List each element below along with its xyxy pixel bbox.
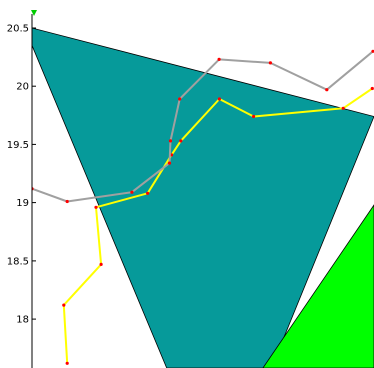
series-0-point-9: [341, 106, 345, 110]
series-1-point-4: [168, 139, 173, 143]
y-axis-ticks: 18 18.5 19 19.5 20 20.5: [7, 24, 36, 326]
series-1-point-2: [130, 190, 134, 194]
top-marker-icon: [31, 10, 37, 16]
y-tick-label: 18.5: [7, 256, 29, 267]
series-1-point-9: [371, 49, 374, 53]
series-1-point-6: [217, 57, 221, 62]
series-1: [32, 49, 374, 204]
series-0-point-2: [99, 262, 103, 266]
series-0-point-0: [65, 361, 69, 365]
series-layer: [32, 49, 374, 365]
series-0-point-7: [217, 97, 221, 101]
series-0-point-1: [62, 303, 66, 307]
y-tick-label: 19: [16, 198, 29, 209]
series-1-point-5: [178, 97, 182, 101]
series-1-point-1: [65, 199, 69, 204]
series-1-point-8: [325, 88, 329, 92]
series-0-point-10: [370, 86, 374, 91]
y-tick-label: 19.5: [7, 140, 29, 151]
series-1-point-7: [268, 61, 272, 65]
series-0-point-6: [179, 139, 183, 143]
y-tick-label: 20.5: [7, 24, 29, 35]
green-region: [262, 204, 374, 368]
series-1-point-3: [167, 161, 172, 165]
series-line-1: [32, 50, 374, 203]
series-0: [62, 86, 374, 365]
y-tick-label: 18: [16, 315, 29, 326]
series-0-point-3: [94, 205, 98, 209]
y-tick-label: 20: [16, 82, 29, 93]
series-0-point-4: [146, 191, 150, 195]
series-0-point-8: [252, 114, 256, 119]
